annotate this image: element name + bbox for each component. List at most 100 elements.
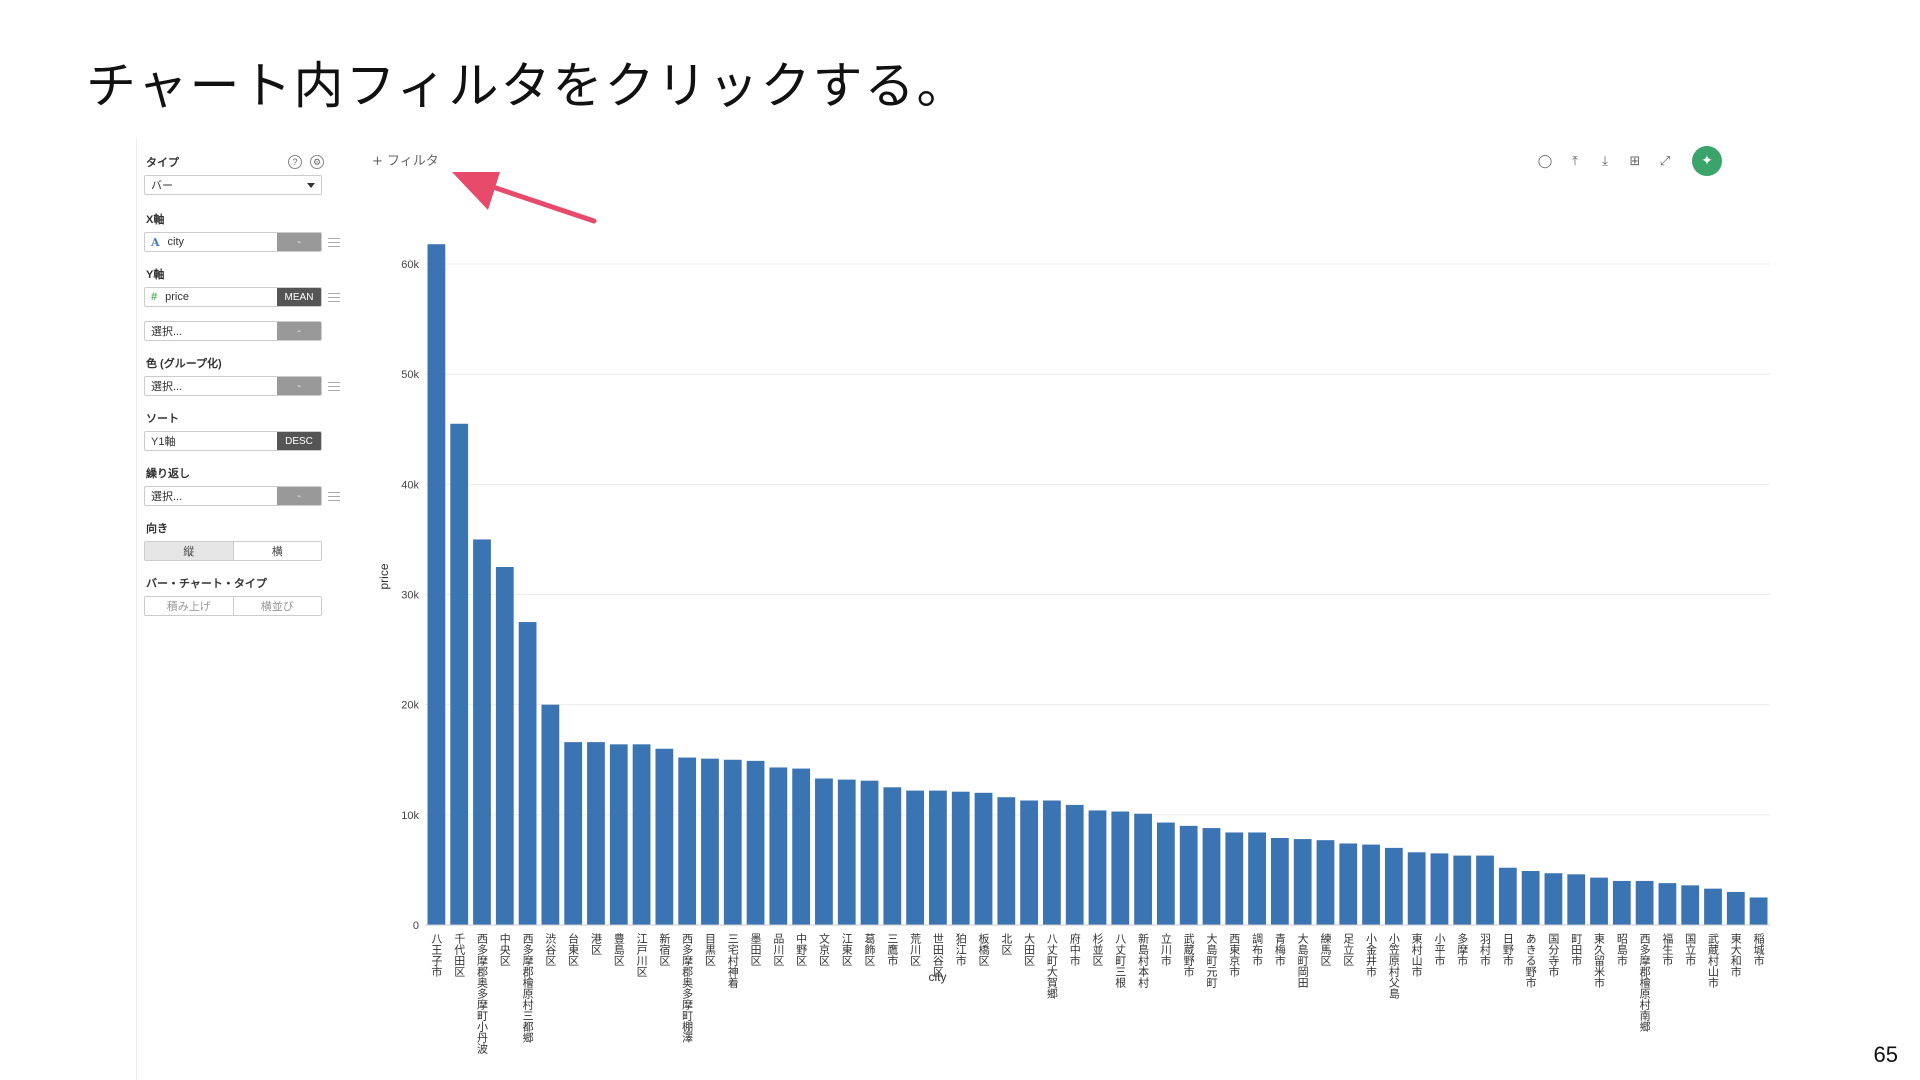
- drag-handle-icon[interactable]: [328, 237, 340, 247]
- repeat-field[interactable]: 選択... -: [144, 486, 322, 506]
- bar: [1453, 855, 1472, 925]
- color-aggregation[interactable]: -: [277, 377, 321, 395]
- x-tick-label: 豊島区: [612, 933, 625, 966]
- x-tick-label: 小笠原村父島: [1387, 933, 1400, 1000]
- bar: [1134, 813, 1152, 925]
- gear-icon[interactable]: ⚙: [310, 155, 324, 169]
- bar: [450, 423, 469, 925]
- x-tick-label: 青梅市: [1273, 933, 1286, 967]
- x-tick-label: 国立市: [1684, 933, 1697, 967]
- x-tick-label: 渋谷区: [544, 933, 557, 966]
- bar: [701, 758, 719, 925]
- x-tick-label: 小金井市: [1365, 933, 1378, 978]
- table-icon[interactable]: ⊞: [1629, 153, 1641, 169]
- x-tick-label: 足立区: [1342, 933, 1355, 966]
- bar: [1544, 873, 1563, 925]
- add-filter-button[interactable]: + フィルタ: [372, 154, 439, 169]
- x-tick-label: 墨田区: [749, 933, 762, 966]
- bar: [997, 797, 1016, 925]
- pin-icon[interactable]: ✦: [1692, 146, 1722, 176]
- bar: [815, 778, 833, 925]
- x-tick-label: 八丈町三根: [1114, 933, 1127, 989]
- upload-icon[interactable]: ⤒: [1572, 153, 1578, 169]
- x-tick-label: 北区: [1000, 933, 1013, 955]
- orientation-toggle: 縦 横: [144, 541, 322, 561]
- bar: [837, 779, 856, 925]
- repeat-aggregation[interactable]: -: [277, 487, 321, 505]
- x-tick-label: あきる野市: [1524, 933, 1537, 989]
- y-tick-label: 40k: [401, 479, 419, 491]
- x-tick-label: 立川市: [1159, 932, 1172, 967]
- x-tick-label: 東村山市: [1410, 933, 1423, 978]
- sort-order[interactable]: DESC: [277, 432, 321, 450]
- x-tick-label: 調布市: [1251, 932, 1264, 967]
- chart-type-select[interactable]: バー: [144, 175, 322, 195]
- x-tick-label: 品川区: [772, 933, 785, 966]
- bar: [951, 791, 970, 925]
- x-tick-label: 西多摩郡檜原村三都郷: [521, 933, 534, 1044]
- bar: [1156, 822, 1175, 925]
- bar: [1590, 877, 1608, 925]
- x-tick-label: 港区: [589, 933, 602, 955]
- chart-type-value: バー: [151, 180, 173, 192]
- x-tick-label: 大田区: [1023, 932, 1036, 966]
- x-axis-aggregation[interactable]: -: [277, 233, 321, 251]
- drag-handle-icon[interactable]: [328, 292, 340, 302]
- bar: [655, 748, 674, 925]
- y-tick-label: 0: [413, 920, 419, 932]
- x-tick-label: 新島村本村: [1137, 932, 1150, 988]
- y-tick-label: 50k: [401, 369, 419, 381]
- bar: [587, 742, 605, 925]
- y2-axis-placeholder: 選択...: [151, 326, 183, 338]
- x-tick-label: 練馬区: [1319, 932, 1332, 966]
- drag-handle-icon[interactable]: [328, 381, 340, 391]
- bar: [678, 757, 697, 925]
- x-tick-label: 江戸川区: [635, 933, 648, 977]
- x-tick-label: 福生市: [1661, 932, 1674, 967]
- bar: [1065, 804, 1084, 925]
- bar: [1111, 811, 1130, 925]
- x-tick-label: 昭島市: [1615, 933, 1628, 967]
- orientation-horizontal-button[interactable]: 横: [232, 542, 322, 560]
- expand-icon[interactable]: ⤢: [1659, 153, 1671, 169]
- sort-label: ソート: [146, 413, 179, 425]
- x-tick-label: 杉並区: [1091, 932, 1104, 966]
- bar: [860, 780, 879, 925]
- bar: [1658, 883, 1677, 925]
- page-number: 65: [1873, 1042, 1898, 1067]
- y-axis-field[interactable]: # price MEAN: [144, 287, 322, 307]
- x-tick-label: 狛江市: [954, 933, 967, 967]
- bar: [427, 244, 446, 925]
- x-tick-label: 大島町元町: [1205, 932, 1218, 988]
- drag-handle-icon[interactable]: [328, 491, 340, 501]
- x-tick-label: 大島町岡田: [1296, 932, 1309, 988]
- download-icon[interactable]: ⤓: [1602, 153, 1608, 169]
- x-tick-label: 三鷹市: [886, 933, 899, 967]
- repeat-label: 繰り返し: [146, 468, 190, 480]
- orientation-vertical-button[interactable]: 縦: [145, 542, 233, 560]
- color-field[interactable]: 選択... -: [144, 376, 322, 396]
- bar: [632, 744, 651, 925]
- x-tick-label: 板橋区: [977, 932, 990, 966]
- bar: [1362, 844, 1380, 925]
- y-axis-aggregation[interactable]: MEAN: [277, 288, 321, 306]
- y2-axis-aggregation[interactable]: -: [277, 322, 321, 340]
- bar-type-toggle: 積み上げ 横並び: [144, 596, 322, 616]
- x-tick-label: 日野市: [1501, 933, 1514, 967]
- help-icon[interactable]: ?: [288, 155, 302, 169]
- bar: [518, 622, 537, 925]
- comment-icon[interactable]: ◯: [1537, 153, 1553, 169]
- bar: [1704, 888, 1722, 925]
- bar: [906, 790, 925, 925]
- repeat-placeholder: 選択...: [151, 491, 183, 503]
- y2-axis-field[interactable]: 選択... -: [144, 321, 322, 341]
- text-type-icon: A: [151, 235, 160, 249]
- bar-type-stacked-button[interactable]: 積み上げ: [166, 601, 211, 613]
- bar-type-grouped-button[interactable]: 横並び: [232, 597, 322, 615]
- bar: [1681, 885, 1700, 925]
- sort-field[interactable]: Y1軸 DESC: [144, 431, 322, 451]
- type-label: タイプ: [146, 157, 179, 169]
- bar: [1020, 800, 1039, 925]
- x-axis-field-name: city: [167, 236, 185, 248]
